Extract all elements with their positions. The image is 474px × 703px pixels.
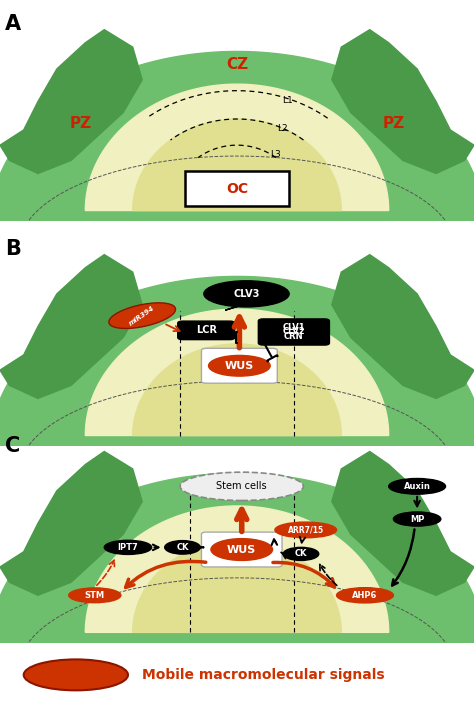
Ellipse shape (389, 479, 446, 494)
Polygon shape (85, 84, 389, 210)
Ellipse shape (165, 541, 200, 554)
Text: MP: MP (410, 515, 424, 524)
Ellipse shape (109, 303, 175, 328)
Text: Stem cells: Stem cells (217, 482, 267, 491)
Text: L3: L3 (270, 150, 281, 159)
Text: CK: CK (295, 549, 307, 558)
Text: WUS: WUS (225, 361, 254, 370)
Polygon shape (85, 506, 389, 633)
Text: AHP6: AHP6 (352, 591, 378, 600)
Ellipse shape (24, 659, 128, 690)
Text: IPT7: IPT7 (118, 543, 138, 552)
Text: L2: L2 (277, 124, 288, 133)
Text: OC: OC (226, 182, 248, 195)
Text: B: B (5, 239, 20, 259)
Text: CLV3: CLV3 (233, 289, 260, 299)
Text: CLV1: CLV1 (283, 323, 305, 332)
Text: CZ: CZ (226, 57, 248, 72)
Ellipse shape (275, 522, 337, 538)
Polygon shape (0, 276, 474, 446)
Polygon shape (133, 344, 341, 435)
Text: miR394: miR394 (128, 304, 156, 327)
Text: WUS: WUS (227, 545, 256, 555)
Ellipse shape (283, 548, 319, 560)
Text: PZ: PZ (383, 116, 404, 131)
Polygon shape (0, 51, 474, 221)
Text: A: A (5, 14, 21, 34)
Ellipse shape (180, 472, 303, 501)
Text: Auxin: Auxin (404, 482, 430, 491)
FancyBboxPatch shape (201, 532, 282, 567)
Text: L1: L1 (282, 96, 293, 105)
Polygon shape (0, 30, 142, 174)
Polygon shape (0, 473, 474, 643)
Text: C: C (5, 436, 20, 456)
Text: CLV2: CLV2 (283, 328, 305, 337)
FancyBboxPatch shape (258, 319, 329, 345)
Ellipse shape (104, 541, 152, 555)
FancyBboxPatch shape (201, 348, 277, 383)
Polygon shape (0, 254, 142, 399)
Text: CRN: CRN (284, 332, 304, 341)
Text: LCR: LCR (196, 325, 217, 335)
Ellipse shape (69, 588, 121, 602)
Ellipse shape (209, 356, 270, 376)
Ellipse shape (204, 280, 289, 307)
Polygon shape (133, 541, 341, 633)
Polygon shape (332, 254, 474, 399)
Ellipse shape (393, 512, 441, 526)
Text: Mobile macromolecular signals: Mobile macromolecular signals (142, 668, 385, 682)
Text: CK: CK (176, 543, 189, 552)
Text: ARR7/15: ARR7/15 (288, 525, 324, 534)
Polygon shape (332, 451, 474, 595)
Polygon shape (0, 451, 142, 595)
Text: PZ: PZ (70, 116, 91, 131)
Polygon shape (133, 119, 341, 210)
Polygon shape (332, 30, 474, 174)
FancyBboxPatch shape (185, 172, 289, 206)
FancyBboxPatch shape (178, 321, 235, 340)
Ellipse shape (211, 538, 273, 560)
Text: STM: STM (85, 591, 105, 600)
Ellipse shape (337, 588, 393, 603)
Polygon shape (225, 306, 239, 310)
Polygon shape (85, 309, 389, 435)
